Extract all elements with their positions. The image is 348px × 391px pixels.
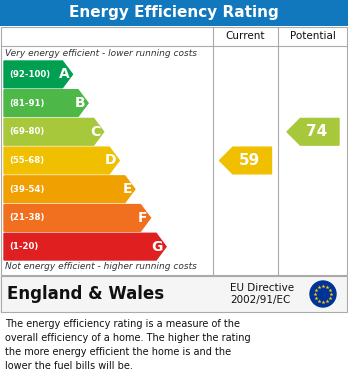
Text: E: E [122,182,132,196]
Polygon shape [220,147,271,174]
Text: C: C [90,125,101,139]
Text: D: D [105,154,116,167]
Polygon shape [4,118,104,145]
Text: (55-68): (55-68) [9,156,44,165]
Polygon shape [4,176,135,203]
Circle shape [310,281,336,307]
Polygon shape [4,90,88,117]
Text: Not energy efficient - higher running costs: Not energy efficient - higher running co… [5,262,197,271]
Text: Potential: Potential [290,31,336,41]
Text: England & Wales: England & Wales [7,285,164,303]
Bar [1,27,347,275]
Bar [0,275,348,313]
Text: Current: Current [226,31,265,41]
Text: Very energy efficient - lower running costs: Very energy efficient - lower running co… [5,49,197,58]
Polygon shape [4,61,72,88]
Text: (81-91): (81-91) [9,99,45,108]
Text: EU Directive: EU Directive [230,283,294,293]
Polygon shape [4,147,119,174]
Text: A: A [59,67,70,81]
Text: (1-20): (1-20) [9,242,38,251]
Text: The energy efficiency rating is a measure of the
overall efficiency of a home. T: The energy efficiency rating is a measur… [5,319,251,371]
Bar [0,0,348,26]
Text: (92-100): (92-100) [9,70,50,79]
Polygon shape [4,233,166,260]
Text: (21-38): (21-38) [9,213,45,222]
Text: F: F [138,211,148,225]
Text: 59: 59 [239,153,260,168]
Text: B: B [74,96,85,110]
Text: 2002/91/EC: 2002/91/EC [230,296,290,305]
Text: G: G [152,240,163,254]
Text: Energy Efficiency Rating: Energy Efficiency Rating [69,5,279,20]
Text: 74: 74 [306,124,327,139]
Text: (69-80): (69-80) [9,127,44,136]
Text: (39-54): (39-54) [9,185,45,194]
Polygon shape [287,118,339,145]
Polygon shape [4,204,150,231]
